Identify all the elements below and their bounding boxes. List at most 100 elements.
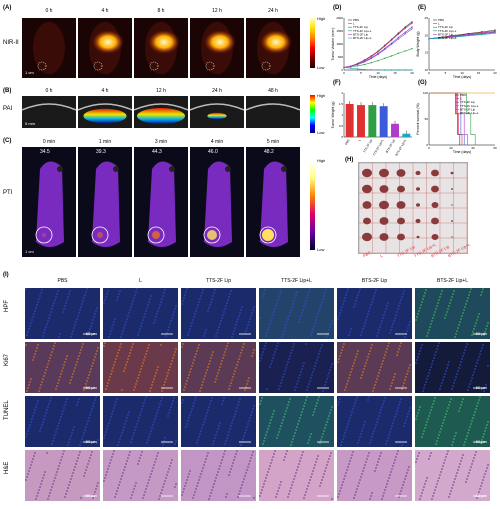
data-point <box>397 36 400 39</box>
histology-scale-label: 50 μm <box>475 385 487 390</box>
tumor-specimen <box>451 236 453 238</box>
histology-image <box>103 396 178 447</box>
pai-image <box>22 96 76 128</box>
data-point <box>467 34 470 37</box>
legend-label: BTS-2F Lip+L <box>353 36 372 40</box>
histology-scale-label: 50 μm <box>85 493 97 498</box>
histology-image: 50 μm <box>25 288 100 339</box>
histology-image: 50 μm <box>25 396 100 447</box>
tumor-specimen <box>379 233 389 241</box>
data-point <box>370 55 372 58</box>
y-axis-label: Body Weight (g) <box>416 31 420 56</box>
mouse-thermal <box>204 161 232 247</box>
pti-time-label: 5 min <box>266 139 280 145</box>
liver-signal <box>260 30 292 54</box>
y-tick-label: 2 <box>341 91 343 95</box>
histology-scale-label: 50 μm <box>475 331 487 336</box>
legend-label: TTS-2F Lip+L <box>460 104 479 108</box>
data-point <box>404 31 406 33</box>
nir-image <box>190 18 244 78</box>
data-point <box>397 52 400 55</box>
tumor-specimen <box>362 184 372 194</box>
tumor-specimen <box>451 204 453 206</box>
tumor-specimen <box>416 187 420 191</box>
tumor-specimen <box>431 217 439 225</box>
heat-spot <box>97 232 103 238</box>
tumor-specimen <box>379 168 389 178</box>
tumor-circle <box>37 61 47 71</box>
category-label: PBS <box>344 139 350 146</box>
data-point <box>454 36 457 38</box>
legend-label: PBS <box>460 93 466 97</box>
pti-colorbar <box>310 160 315 250</box>
pti-image <box>134 147 188 257</box>
histology-scale-label: 50 μm <box>85 385 97 390</box>
y-tick-label: 2000 <box>336 16 343 20</box>
bar <box>402 133 411 137</box>
data-point <box>384 47 386 50</box>
tumor-specimen <box>396 169 406 177</box>
legend-label: PBS <box>438 18 444 22</box>
bar <box>379 106 388 137</box>
data-point <box>370 57 372 60</box>
data-point <box>370 69 372 71</box>
histology-image <box>337 288 412 339</box>
histology-image <box>103 288 178 339</box>
y-tick-label: 0 <box>341 68 343 72</box>
histology-image <box>259 342 334 393</box>
tumor-specimen <box>362 232 372 242</box>
pai-time-label: 48 h <box>268 88 278 94</box>
x-tick-label: 10 <box>460 71 464 75</box>
panel-i-label: (I) <box>3 272 9 278</box>
y-tick-label: 1000 <box>336 42 343 46</box>
mouse-thermal <box>260 161 288 247</box>
liver-signal <box>204 30 236 54</box>
pti-temp: 34.5 <box>40 149 50 155</box>
panel-d-label: (D) <box>333 5 342 11</box>
data-point <box>384 48 386 51</box>
bar <box>391 123 399 137</box>
tumor-specimen <box>362 201 372 209</box>
tumor-circle <box>91 226 109 244</box>
nir-time-label: 0 h <box>45 8 53 14</box>
y-axis-label: Percent survival (%) <box>416 103 420 134</box>
x-tick-label: 20 <box>493 71 497 75</box>
tumor-specimen <box>450 171 454 175</box>
data-point <box>384 57 386 59</box>
data-point <box>397 32 400 34</box>
data-point <box>397 33 400 35</box>
liver-signal <box>92 30 124 54</box>
nir-time-label: 4 h <box>101 8 109 14</box>
pti-time-label: 3 min <box>154 139 168 145</box>
data-point <box>390 42 393 44</box>
category-label: TTS-2F Lip+L <box>372 138 385 156</box>
data-point <box>370 62 372 64</box>
tumor-specimen <box>431 185 439 193</box>
tumor-specimen <box>431 234 439 240</box>
pti-image <box>78 147 132 257</box>
histology-row-label: Ki67 <box>4 353 10 366</box>
data-point <box>481 32 483 35</box>
histology-image: 50 μm <box>415 450 490 501</box>
data-point <box>390 55 393 57</box>
y-tick-label: 15 <box>425 51 429 55</box>
pai-image <box>246 96 300 128</box>
tumor-specimen <box>379 217 389 225</box>
x-axis-label: Time (days) <box>369 75 387 79</box>
tumor-specimen <box>431 169 439 177</box>
pai-image <box>78 96 132 128</box>
tumor-circle <box>147 226 165 244</box>
nir-image <box>134 18 188 78</box>
series-line <box>429 92 461 145</box>
data-point <box>377 69 379 71</box>
panel-a-label: (A) <box>3 5 12 11</box>
tumor-specimen <box>397 185 405 193</box>
nir-cbar-high: High <box>317 16 326 21</box>
legend-label: TTS-2F Lip+L <box>353 29 372 33</box>
row-label-nir: NIR-II <box>3 40 19 46</box>
y-tick-label: 10 <box>425 68 429 72</box>
legend-label: TTS-2F Lip <box>460 100 475 104</box>
pai-image <box>190 96 244 128</box>
x-tick-label: 15 <box>477 71 481 75</box>
tumor-specimen <box>379 185 389 193</box>
